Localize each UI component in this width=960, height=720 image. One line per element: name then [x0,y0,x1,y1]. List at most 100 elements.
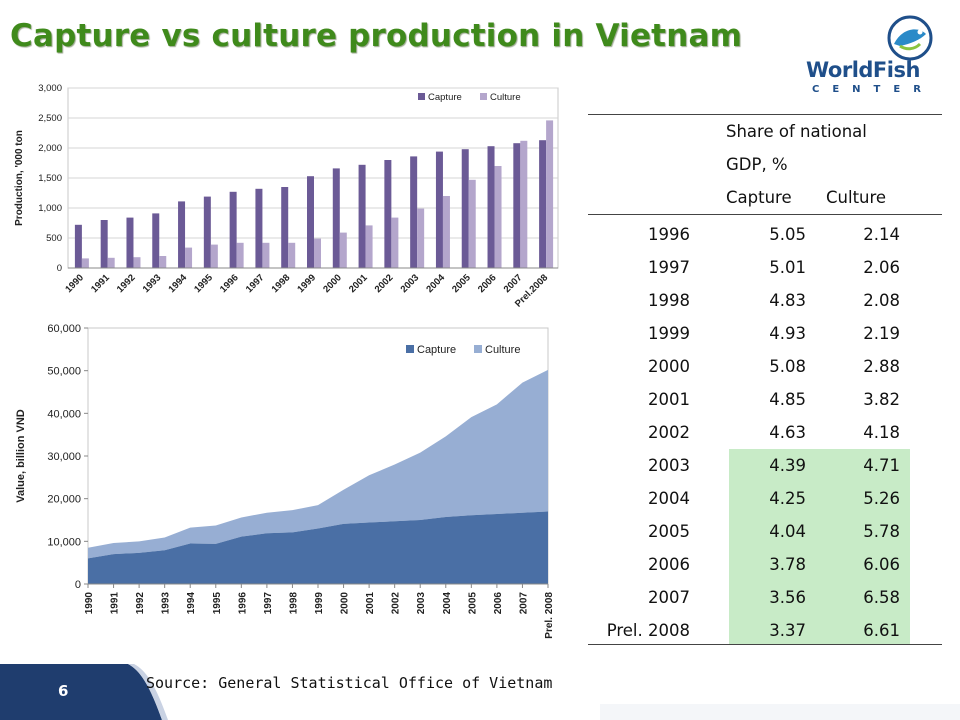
table-row: 2006 3.78 6.06 [588,548,942,581]
x-tick-label: 1994 [166,272,189,295]
y-tick-label: 10,000 [47,536,81,548]
x-tick-label: 1999 [314,592,325,615]
table-col-culture: Culture [826,188,887,207]
row-culture-share: 2.14 [863,225,900,244]
table-row: 1999 4.93 2.19 [588,317,942,350]
x-tick-label: 1990 [84,592,95,615]
logo-wordmark: WorldFish [806,58,920,82]
bar-capture [410,156,418,268]
bar-capture [358,164,366,268]
bar-culture [417,208,425,268]
slide-number: 6 [58,682,69,700]
row-year: 1997 [648,258,690,277]
bar-capture [487,146,495,268]
bar-capture [126,217,134,268]
x-tick-label: 2007 [502,272,525,295]
source-note: Source: General Statistical Office of Vi… [146,674,553,692]
x-tick-label: 2001 [347,272,370,295]
bar-culture [262,242,270,268]
table-bottom-rule [588,644,942,645]
y-tick-label: 60,000 [47,323,81,335]
bar-culture [159,256,167,268]
value-area-chart: 0 10,000 20,000 30,000 40,000 50,000 60,000 Val… [15,323,555,639]
row-year: 2006 [648,555,690,574]
x-tick-label: 1990 [63,272,86,295]
row-year: 2000 [648,357,690,376]
x-tick-label: 2004 [442,592,453,615]
row-capture-share: 4.83 [769,291,806,310]
row-culture-share: 2.19 [863,324,900,343]
legend-swatch-culture [474,345,482,353]
y-tick-label: 0 [75,579,81,591]
table-col-capture: Capture [726,188,792,207]
bar-capture [384,160,392,268]
x-tick-label: 1997 [263,592,274,615]
bar-capture [203,196,211,268]
row-capture-share: 3.78 [769,555,806,574]
x-tick-label: 2004 [424,272,447,295]
legend-swatch-capture [418,93,425,100]
row-culture-share: 6.58 [863,588,900,607]
row-culture-share: 4.18 [863,423,900,442]
row-capture-share: 5.05 [769,225,806,244]
bar-culture [288,242,296,268]
row-capture-share: 4.63 [769,423,806,442]
y-tick-label: 500 [46,233,62,244]
x-tick-label: 1991 [89,272,112,295]
row-year: 1999 [648,324,690,343]
x-tick-label: 1992 [115,272,138,295]
x-tick-label: 1998 [288,592,299,615]
area-capture [88,511,548,584]
y-axis-label: Value, billion VND [15,409,27,503]
x-tick-label: 2000 [340,592,351,615]
y-tick-label: 3,000 [38,83,62,94]
legend-label-culture: Culture [490,92,521,103]
row-culture-share: 5.26 [863,489,900,508]
y-axis-label: Production, '000 ton [14,130,25,226]
x-tick-label: Prel. 2008 [544,592,555,639]
table-row: 2003 4.39 4.71 [588,449,942,482]
row-culture-share: 3.82 [863,390,900,409]
row-capture-share: 4.85 [769,390,806,409]
row-year: 1998 [648,291,690,310]
legend-label-capture: Capture [428,92,462,103]
x-tick-label: 1998 [270,272,293,295]
row-capture-share: 4.93 [769,324,806,343]
bar-culture [185,247,193,268]
y-tick-label: 20,000 [47,494,81,506]
row-culture-share: 5.78 [863,522,900,541]
row-capture-share: 4.39 [769,456,806,475]
bar-capture [332,168,340,268]
x-tick-label: 1993 [161,592,172,615]
y-tick-label: 2,500 [38,113,62,124]
x-tick-label: 2003 [416,592,427,615]
row-year: 2003 [648,456,690,475]
table-row: 1997 5.01 2.06 [588,251,942,284]
y-tick-label: 0 [57,263,62,274]
x-tick-label: 1993 [141,272,164,295]
x-tick-label: 1994 [186,592,197,615]
x-tick-label: 2006 [476,272,499,295]
x-tick-label: 2001 [365,592,376,615]
bar-culture [546,120,554,269]
table-top-rule [588,114,942,115]
slide-title: Capture vs culture production in Vietnam [10,18,743,54]
legend-swatch-capture [406,345,414,353]
table-row: 2001 4.85 3.82 [588,383,942,416]
bar-capture [307,176,314,268]
x-tick-label: 2005 [467,592,478,615]
row-culture-share: 6.61 [863,621,900,640]
bar-culture [468,179,476,268]
y-tick-label: 2,000 [38,143,62,154]
x-tick-label: 1991 [110,592,121,615]
bar-culture [236,242,244,268]
bar-culture [365,225,373,268]
row-culture-share: 2.08 [863,291,900,310]
y-tick-label: 50,000 [47,366,81,378]
bar-capture [152,213,160,268]
row-year: 1996 [648,225,690,244]
row-culture-share: 6.06 [863,555,900,574]
x-tick-label: 1995 [192,272,215,295]
bar-culture [107,257,115,268]
row-year: 2004 [648,489,690,508]
